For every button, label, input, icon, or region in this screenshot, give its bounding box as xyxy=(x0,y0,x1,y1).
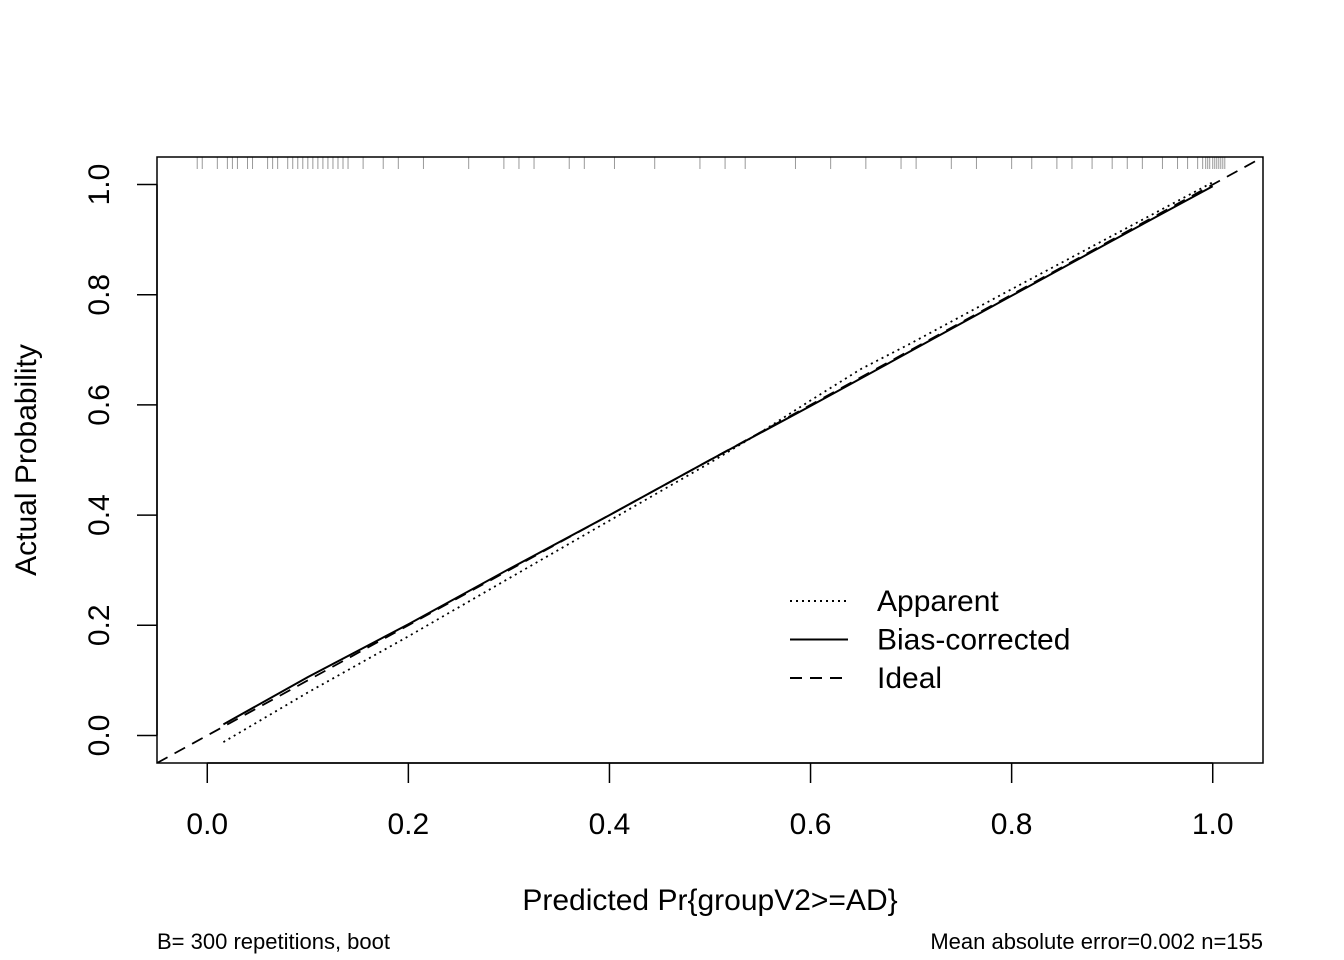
x-tick-label-4: 0.8 xyxy=(991,808,1033,841)
x-axis: 0.0 0.2 0.4 0.6 0.8 1.0 xyxy=(186,762,1234,841)
x-tick-label-2: 0.4 xyxy=(589,808,631,841)
x-axis-label: Predicted Pr{groupV2>=AD} xyxy=(522,884,897,917)
legend: Apparent Bias-corrected Ideal xyxy=(790,585,1070,695)
y-tick-label-0: 0.0 xyxy=(83,715,116,757)
x-tick-label-0: 0.0 xyxy=(186,808,228,841)
y-tick-label-1: 0.2 xyxy=(83,604,116,646)
legend-label-2: Ideal xyxy=(877,662,942,695)
x-tick-label-3: 0.6 xyxy=(790,808,832,841)
y-axis: 0.0 0.2 0.4 0.6 0.8 1.0 xyxy=(83,164,158,757)
footnote-right: Mean absolute error=0.002 n=155 xyxy=(930,929,1263,954)
y-tick-label-3: 0.6 xyxy=(83,384,116,426)
x-tick-label-5: 1.0 xyxy=(1192,808,1234,841)
y-tick-label-2: 0.4 xyxy=(83,494,116,536)
legend-label-1: Bias-corrected xyxy=(877,624,1070,657)
series-group xyxy=(157,157,1263,763)
footnote-left: B= 300 repetitions, boot xyxy=(157,929,390,954)
y-axis-label: Actual Probability xyxy=(10,344,43,576)
series-line-ideal xyxy=(157,157,1263,763)
x-tick-label-1: 0.2 xyxy=(388,808,430,841)
y-tick-label-5: 1.0 xyxy=(83,164,116,206)
rug-marks xyxy=(196,157,1226,169)
legend-label-0: Apparent xyxy=(877,585,999,618)
y-tick-label-4: 0.8 xyxy=(83,274,116,316)
